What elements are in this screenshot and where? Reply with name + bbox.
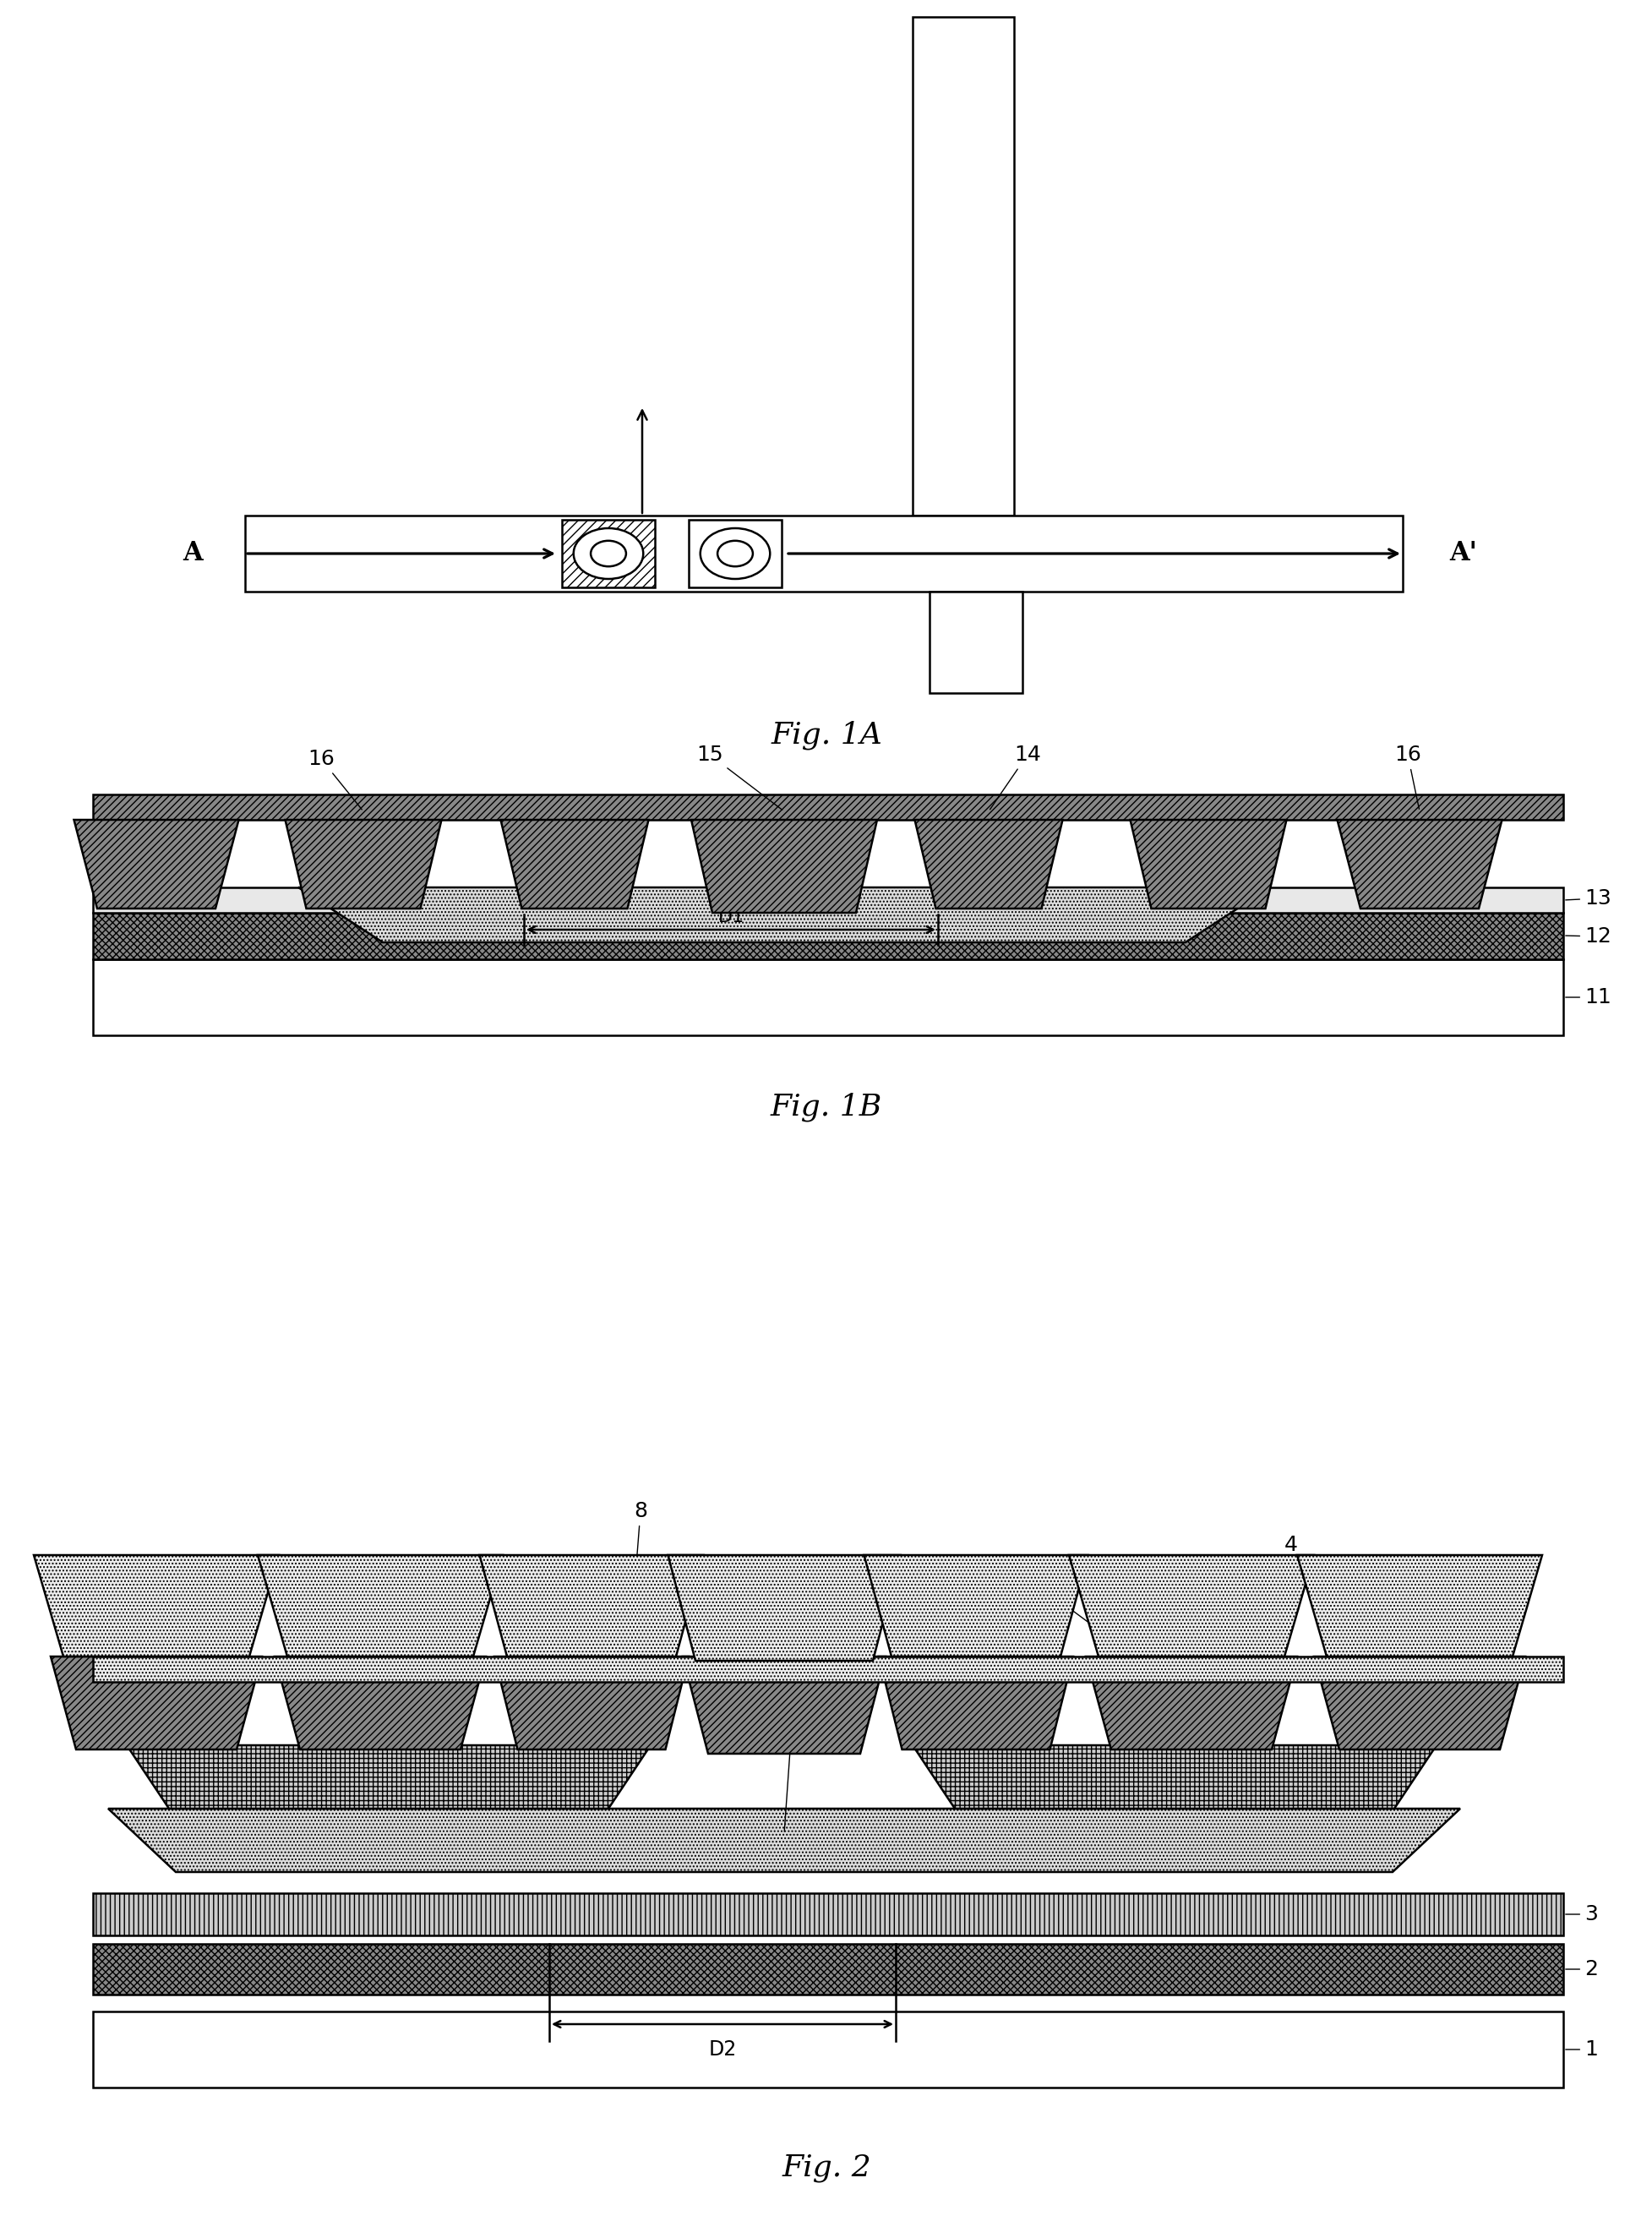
Bar xyxy=(93,1943,1563,1994)
Polygon shape xyxy=(864,1556,1087,1658)
Polygon shape xyxy=(501,820,648,909)
Text: 5: 5 xyxy=(785,1560,809,1833)
Bar xyxy=(93,1658,1563,1682)
Text: A': A' xyxy=(1449,541,1477,567)
Polygon shape xyxy=(107,1808,1459,1873)
Text: 7: 7 xyxy=(382,1560,487,1697)
Text: Fig. 1B: Fig. 1B xyxy=(770,1092,882,1121)
Bar xyxy=(93,913,1563,960)
Ellipse shape xyxy=(573,527,643,578)
Polygon shape xyxy=(33,1556,279,1658)
Polygon shape xyxy=(691,820,877,913)
Text: 4: 4 xyxy=(1284,1536,1417,1664)
Polygon shape xyxy=(914,820,1062,909)
Text: 16: 16 xyxy=(307,749,362,809)
Polygon shape xyxy=(1313,1658,1525,1748)
Bar xyxy=(93,1892,1563,1935)
Polygon shape xyxy=(258,1556,502,1658)
Ellipse shape xyxy=(717,541,752,567)
Polygon shape xyxy=(1130,820,1285,909)
Polygon shape xyxy=(1085,1658,1297,1748)
Text: 1: 1 xyxy=(1564,2039,1597,2059)
Polygon shape xyxy=(912,1746,1436,1808)
Bar xyxy=(689,521,781,587)
Text: 3: 3 xyxy=(1564,1904,1597,1923)
Text: 8: 8 xyxy=(633,1500,648,1596)
Ellipse shape xyxy=(700,527,770,578)
Polygon shape xyxy=(1297,1556,1541,1658)
Bar xyxy=(93,796,1563,820)
Polygon shape xyxy=(479,1556,704,1658)
Polygon shape xyxy=(297,886,1269,942)
Bar xyxy=(93,2012,1563,2087)
Text: Fig. 1A: Fig. 1A xyxy=(770,720,882,749)
Polygon shape xyxy=(127,1746,651,1808)
Polygon shape xyxy=(667,1556,900,1660)
Bar xyxy=(93,1892,1563,1935)
Polygon shape xyxy=(682,1658,885,1753)
Polygon shape xyxy=(51,1658,261,1748)
Bar xyxy=(93,886,1563,913)
Text: 13: 13 xyxy=(1564,889,1611,909)
Bar xyxy=(93,796,1563,820)
Text: D2: D2 xyxy=(709,2039,737,2059)
Text: 16: 16 xyxy=(1394,745,1421,809)
Bar xyxy=(93,1943,1563,1994)
Polygon shape xyxy=(274,1658,486,1748)
Polygon shape xyxy=(74,820,238,909)
Text: 6: 6 xyxy=(591,1560,653,1773)
Text: Fig. 2: Fig. 2 xyxy=(781,2154,871,2183)
Ellipse shape xyxy=(590,541,626,567)
Bar xyxy=(912,18,1013,516)
Polygon shape xyxy=(286,820,441,909)
Bar xyxy=(93,913,1563,960)
Text: D1: D1 xyxy=(717,909,743,926)
Bar xyxy=(93,1658,1563,1682)
Text: 7: 7 xyxy=(1011,1560,1189,1697)
Text: 15: 15 xyxy=(695,745,781,809)
Bar xyxy=(244,516,1403,592)
Polygon shape xyxy=(1336,820,1502,909)
Text: A: A xyxy=(183,541,203,567)
Bar xyxy=(93,960,1563,1035)
Bar xyxy=(562,521,654,587)
Polygon shape xyxy=(879,1658,1072,1748)
Text: 12: 12 xyxy=(1564,926,1611,946)
Bar xyxy=(562,521,654,587)
Polygon shape xyxy=(1069,1556,1313,1658)
Text: 2: 2 xyxy=(1564,1959,1597,1979)
Polygon shape xyxy=(494,1658,689,1748)
Text: 11: 11 xyxy=(1564,986,1611,1008)
Text: 14: 14 xyxy=(990,745,1041,809)
Bar xyxy=(928,592,1023,694)
